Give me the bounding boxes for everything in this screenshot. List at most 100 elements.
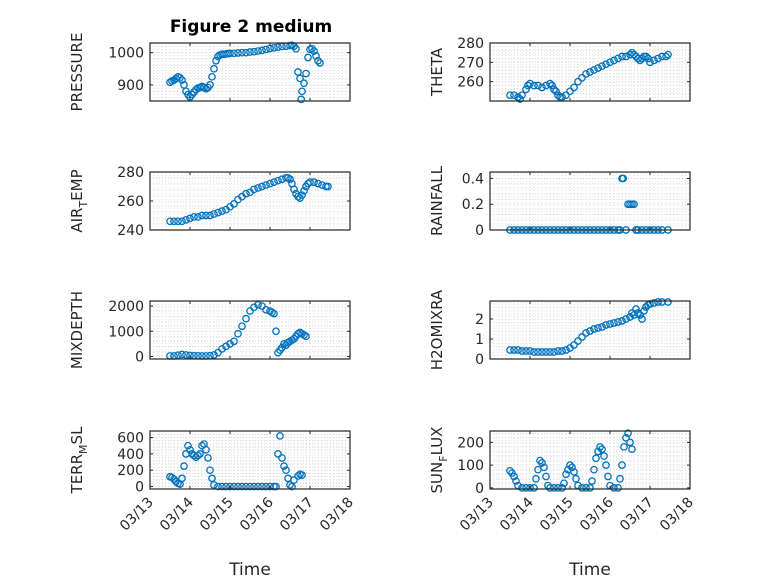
data-point (578, 484, 586, 492)
y-axis-label: H2OMIXRA (428, 289, 446, 370)
data-point (246, 307, 254, 315)
data-point (208, 72, 216, 81)
data-point (312, 52, 320, 60)
data-point (522, 85, 530, 94)
axes-box (149, 42, 351, 102)
data-point (292, 44, 300, 53)
y-axis-label-rest: EMP (68, 169, 86, 200)
data-point (170, 217, 178, 226)
data-point (532, 474, 540, 483)
data-point (582, 70, 590, 78)
axes-box (489, 430, 691, 490)
data-point (270, 43, 278, 52)
data-point (178, 217, 186, 226)
data-point (238, 482, 246, 491)
plot-area (490, 301, 690, 359)
data-point (562, 91, 570, 100)
data-point (642, 52, 650, 61)
y-axis-label-main: MIXDEPTH (68, 291, 86, 369)
data-point (278, 454, 286, 462)
data-point (184, 441, 192, 450)
data-point (230, 200, 238, 208)
data-point (570, 83, 578, 92)
data-point (190, 213, 198, 221)
data-point (196, 450, 204, 458)
data-point (286, 481, 294, 489)
data-point (284, 173, 292, 182)
y-tick-label: 1000 (108, 46, 144, 62)
data-point (654, 298, 662, 306)
data-point (618, 317, 626, 325)
y-tick-label: 100 (457, 458, 484, 474)
data-point (534, 348, 542, 356)
data-point (628, 48, 636, 57)
data-point (250, 47, 258, 56)
y-tick-label: 1 (475, 332, 484, 348)
plot-area (150, 301, 350, 359)
data-point (186, 214, 194, 223)
data-point (262, 45, 270, 54)
y-tick-label: 260 (457, 75, 484, 91)
data-point (258, 482, 266, 491)
y-axis-label: AIRTEMP (68, 169, 90, 232)
data-point (604, 472, 612, 481)
y-axis-label-rest: LUX (428, 427, 446, 456)
data-point (538, 458, 546, 467)
data-point (628, 445, 636, 454)
data-point (296, 74, 304, 83)
data-point (222, 482, 230, 491)
data-point (286, 175, 294, 184)
y-tick-label: 0.4 (462, 171, 484, 187)
y-tick-label: 200 (117, 463, 144, 479)
data-point (620, 443, 628, 451)
y-axis-label: TERRMSL (68, 426, 90, 495)
plot-area (490, 431, 690, 489)
data-point (586, 484, 594, 492)
data-point (174, 217, 182, 226)
y-tick-label: 200 (457, 435, 484, 451)
data-point (234, 482, 242, 491)
data-point (594, 447, 602, 456)
data-point (310, 178, 318, 186)
data-point (618, 461, 626, 469)
data-point (558, 93, 566, 101)
data-point (546, 348, 554, 356)
data-point (306, 178, 314, 186)
axes-box (489, 42, 691, 102)
data-point (602, 461, 610, 469)
data-point (598, 62, 606, 71)
data-point (238, 48, 246, 57)
data-point (230, 337, 238, 346)
data-point (630, 200, 638, 209)
data-point (578, 73, 586, 82)
data-point (168, 473, 176, 482)
data-point (606, 320, 614, 328)
data-point (238, 322, 246, 331)
data-point (186, 445, 194, 454)
data-point (516, 95, 524, 103)
data-point (314, 179, 322, 188)
data-point (650, 299, 658, 307)
data-point (214, 482, 222, 491)
data-point (230, 482, 238, 491)
data-point (554, 347, 562, 355)
data-point (664, 298, 672, 306)
data-point (614, 318, 622, 326)
y-axis-label-main: RAINFALL (428, 165, 446, 236)
data-point (272, 482, 280, 491)
data-point (266, 179, 274, 188)
data-point (662, 52, 670, 61)
y-tick-label: 280 (457, 36, 484, 52)
data-point (194, 451, 202, 460)
data-point (204, 454, 212, 462)
data-point (640, 307, 648, 315)
data-point (172, 477, 180, 486)
data-point (560, 479, 568, 488)
data-point (650, 56, 658, 65)
data-point (178, 76, 186, 84)
y-tick-label: 400 (117, 447, 144, 463)
data-point (636, 311, 644, 319)
data-point (324, 182, 332, 191)
data-point (570, 468, 578, 476)
data-point (626, 313, 634, 321)
